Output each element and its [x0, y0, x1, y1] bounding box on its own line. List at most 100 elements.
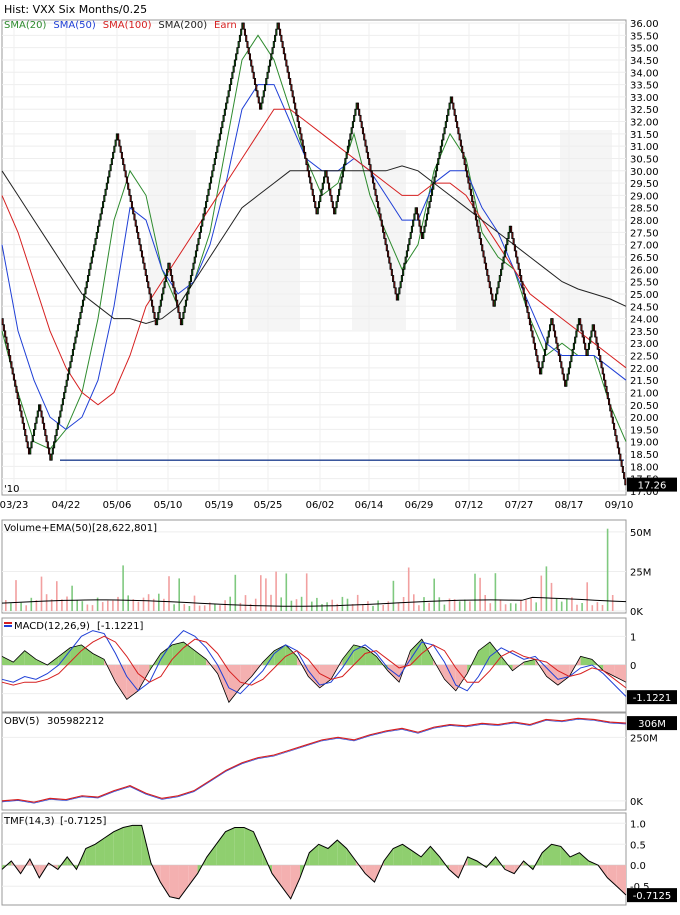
renko-brick-down — [246, 41, 249, 49]
macd-histogram-segment — [285, 644, 297, 665]
renko-brick-up — [32, 429, 36, 436]
tmf-area-segment — [430, 846, 440, 866]
renko-brick-down — [555, 336, 558, 344]
volume-bar — [244, 595, 247, 611]
renko-brick-up — [346, 145, 349, 153]
renko-brick-up — [103, 195, 106, 202]
renko-brick-up — [203, 207, 206, 215]
tmf-area-segment — [393, 844, 403, 866]
volume-bar — [525, 600, 527, 611]
macd-y-tick: 1 — [630, 632, 636, 643]
volume-bar — [423, 597, 425, 611]
renko-brick-down — [1, 318, 4, 326]
renko-brick-down — [383, 231, 386, 239]
volume-bar — [571, 597, 573, 611]
renko-brick-down — [580, 324, 583, 332]
renko-brick-down — [374, 188, 377, 196]
renko-brick-up — [114, 139, 117, 147]
renko-brick-down — [560, 361, 563, 369]
renko-brick-up — [506, 238, 509, 246]
renko-brick-up — [159, 299, 162, 307]
renko-brick-down — [173, 287, 176, 295]
renko-brick-up — [444, 121, 447, 129]
volume-bar — [336, 603, 339, 611]
renko-brick-up — [226, 96, 229, 104]
renko-brick-up — [95, 231, 98, 239]
renko-brick-down — [147, 281, 150, 289]
renko-brick-down — [169, 268, 172, 276]
renko-brick-up — [223, 108, 226, 116]
volume-bar — [188, 606, 191, 611]
renko-brick-up — [409, 231, 412, 239]
volume-y-tick: 0K — [630, 607, 643, 618]
obv-title: OBV(5) — [4, 716, 40, 727]
renko-brick-up — [350, 127, 353, 135]
volume-bar — [489, 603, 492, 611]
volume-bar — [555, 598, 558, 611]
renko-brick-up — [320, 188, 323, 196]
renko-brick-down — [596, 342, 599, 350]
renko-brick-down — [291, 90, 294, 98]
volume-bar — [203, 605, 206, 611]
tmf-area-segment — [113, 827, 124, 866]
price-x-label: 05/10 — [154, 500, 183, 511]
volume-bar — [377, 600, 379, 611]
renko-brick-up — [99, 213, 102, 221]
renko-brick-down — [478, 231, 481, 239]
renko-brick-down — [373, 182, 376, 190]
renko-brick-up — [196, 244, 199, 252]
tmf-area-segment — [123, 825, 133, 866]
renko-brick-down — [149, 293, 152, 301]
renko-brick-down — [533, 342, 537, 350]
renko-brick-down — [251, 65, 254, 73]
renko-brick-down — [252, 71, 255, 79]
renko-brick-down — [375, 195, 378, 202]
volume-bar — [326, 602, 328, 611]
renko-brick-up — [107, 176, 110, 184]
renko-brick-up — [108, 170, 111, 178]
legend-entry-0: SMA(20) — [4, 20, 46, 31]
renko-brick-up — [266, 71, 269, 79]
macd-histogram-segment — [217, 665, 229, 703]
renko-brick-down — [309, 176, 312, 184]
renko-brick-up — [413, 213, 416, 221]
renko-brick-down — [311, 188, 314, 196]
legend-entry-3: SMA(200) — [158, 20, 207, 31]
renko-brick-up — [424, 219, 427, 227]
renko-brick-up — [272, 41, 275, 49]
volume-bar — [300, 596, 303, 611]
renko-brick-down — [481, 244, 484, 252]
renko-brick-up — [71, 348, 74, 356]
renko-brick-down — [392, 275, 395, 283]
renko-brick-down — [5, 336, 8, 344]
price-y-tick: 21.50 — [630, 376, 659, 387]
renko-brick-down — [579, 318, 582, 326]
volume-bar — [520, 600, 522, 611]
renko-brick-up — [166, 268, 169, 276]
renko-brick-down — [525, 299, 528, 307]
renko-brick-up — [70, 355, 73, 363]
renko-brick-down — [511, 231, 514, 239]
renko-brick-down — [368, 158, 371, 166]
renko-brick-up — [438, 151, 441, 159]
price-y-tick: 18.00 — [630, 462, 659, 473]
macd-histogram-segment — [92, 653, 105, 665]
renko-brick-up — [399, 281, 402, 289]
renko-brick-down — [365, 145, 368, 153]
renko-brick-up — [83, 293, 86, 301]
renko-brick-up — [341, 170, 344, 178]
renko-brick-down — [2, 324, 5, 332]
renko-brick-up — [575, 330, 578, 338]
renko-brick-up — [212, 164, 215, 172]
tmf-area-segment — [244, 827, 254, 866]
volume-bar — [173, 604, 175, 611]
macd-histogram-segment — [478, 642, 490, 665]
renko-brick-up — [215, 151, 218, 159]
renko-brick-up — [66, 373, 69, 381]
renko-brick-down — [145, 275, 149, 283]
renko-brick-down — [314, 201, 317, 209]
renko-brick-down — [24, 429, 27, 436]
renko-brick-down — [44, 429, 47, 436]
